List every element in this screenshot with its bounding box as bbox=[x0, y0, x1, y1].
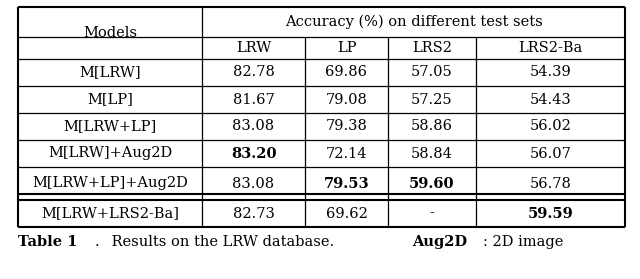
Text: LRS2-Ba: LRS2-Ba bbox=[518, 41, 582, 55]
Text: 54.43: 54.43 bbox=[530, 93, 572, 107]
Text: 83.20: 83.20 bbox=[231, 146, 276, 160]
Text: 56.78: 56.78 bbox=[529, 177, 572, 191]
Text: 69.62: 69.62 bbox=[326, 206, 367, 220]
Text: 79.53: 79.53 bbox=[324, 177, 369, 191]
Text: M[LRW+LP]: M[LRW+LP] bbox=[63, 119, 157, 133]
Text: LP: LP bbox=[337, 41, 356, 55]
Text: 79.38: 79.38 bbox=[326, 119, 367, 133]
Text: 56.02: 56.02 bbox=[529, 119, 572, 133]
Text: 57.05: 57.05 bbox=[411, 66, 453, 80]
Text: Table 1: Table 1 bbox=[18, 235, 77, 249]
Text: 59.60: 59.60 bbox=[409, 177, 455, 191]
Text: 82.73: 82.73 bbox=[232, 206, 275, 220]
Text: M[LRW+LRS2-Ba]: M[LRW+LRS2-Ba] bbox=[41, 206, 179, 220]
Text: 83.08: 83.08 bbox=[232, 119, 275, 133]
Text: M[LP]: M[LP] bbox=[87, 93, 133, 107]
Text: 57.25: 57.25 bbox=[411, 93, 453, 107]
Text: .: . bbox=[95, 235, 104, 249]
Text: 58.86: 58.86 bbox=[411, 119, 453, 133]
Text: 58.84: 58.84 bbox=[411, 146, 453, 160]
Text: Models: Models bbox=[83, 26, 137, 40]
Text: 82.78: 82.78 bbox=[232, 66, 275, 80]
Text: : 2D image: : 2D image bbox=[483, 235, 563, 249]
Text: -: - bbox=[429, 206, 435, 220]
Text: M[LRW]+Aug2D: M[LRW]+Aug2D bbox=[48, 146, 172, 160]
Text: 79.08: 79.08 bbox=[326, 93, 367, 107]
Text: 56.07: 56.07 bbox=[529, 146, 572, 160]
Text: Accuracy (%) on different test sets: Accuracy (%) on different test sets bbox=[285, 15, 542, 29]
Text: 69.86: 69.86 bbox=[326, 66, 367, 80]
Text: Aug2D: Aug2D bbox=[412, 235, 467, 249]
Text: 81.67: 81.67 bbox=[232, 93, 275, 107]
Text: M[LRW]: M[LRW] bbox=[79, 66, 141, 80]
Text: 59.59: 59.59 bbox=[527, 206, 573, 220]
Text: 72.14: 72.14 bbox=[326, 146, 367, 160]
Text: LRW: LRW bbox=[236, 41, 271, 55]
Text: LRS2: LRS2 bbox=[412, 41, 452, 55]
Text: M[LRW+LP]+Aug2D: M[LRW+LP]+Aug2D bbox=[32, 177, 188, 191]
Text: 83.08: 83.08 bbox=[232, 177, 275, 191]
Text: Results on the LRW database.: Results on the LRW database. bbox=[107, 235, 343, 249]
Text: 54.39: 54.39 bbox=[530, 66, 572, 80]
